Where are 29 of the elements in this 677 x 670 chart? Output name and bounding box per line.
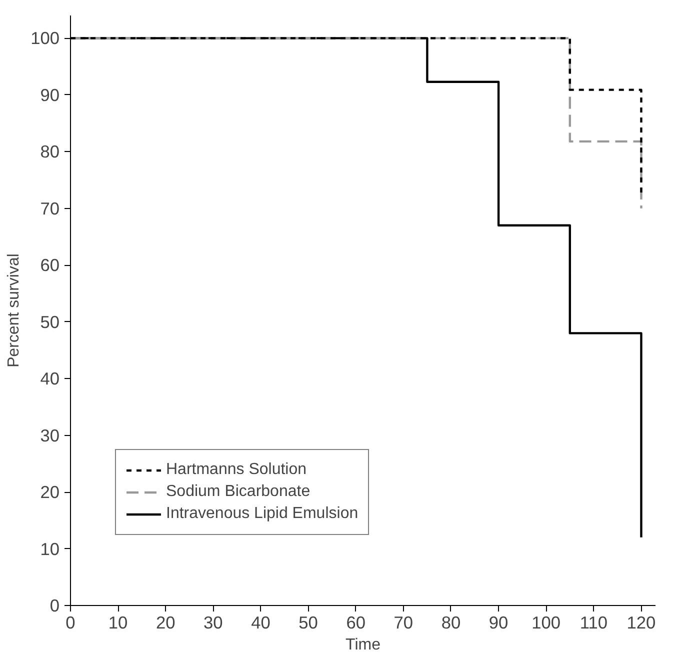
- y-tick-label: 60: [40, 255, 60, 276]
- y-tick-label: 20: [40, 482, 60, 502]
- y-tick-label: 90: [40, 84, 60, 105]
- legend-label: Sodium Bicarbonate: [166, 483, 310, 501]
- y-tick-label: 70: [40, 198, 60, 218]
- x-tick-label: 100: [532, 612, 561, 632]
- x-tick-label: 60: [346, 612, 366, 632]
- y-tick-label: 0: [50, 596, 60, 616]
- x-axis-title: Time: [346, 636, 381, 654]
- x-tick-label: 20: [156, 612, 176, 632]
- x-tick-label: 30: [204, 612, 223, 632]
- y-tick-label: 50: [40, 312, 60, 332]
- y-tick-label: 80: [40, 142, 60, 162]
- y-axis-title: Percent survival: [6, 254, 23, 368]
- legend-label: Hartmanns Solution: [166, 461, 307, 479]
- y-tick-label: 30: [40, 425, 60, 446]
- x-tick-label: 70: [394, 612, 414, 632]
- y-tick-label: 100: [30, 28, 60, 48]
- x-tick-label: 0: [66, 612, 76, 632]
- x-tick-label: 120: [626, 612, 656, 632]
- y-tick-label: 40: [40, 368, 60, 389]
- x-tick-label: 10: [108, 612, 128, 632]
- legend-label: Intravenous Lipid Emulsion: [166, 505, 358, 523]
- y-tick-label: 10: [40, 538, 60, 559]
- x-tick-label: 90: [488, 612, 508, 632]
- x-tick-label: 50: [298, 612, 318, 632]
- x-tick-label: 80: [441, 612, 461, 632]
- x-tick-label: 110: [580, 612, 608, 632]
- x-tick-label: 40: [251, 612, 270, 632]
